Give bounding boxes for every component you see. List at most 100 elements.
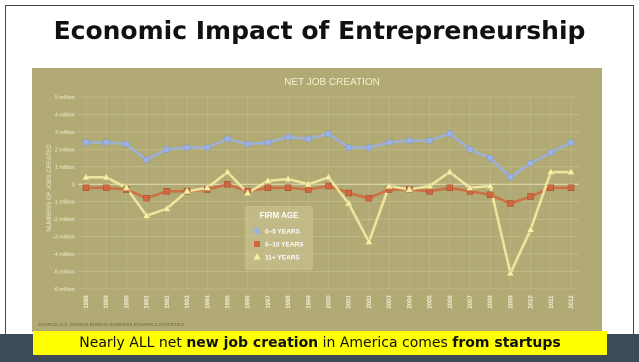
series-2-point [445,167,454,175]
series-0-point [527,159,535,167]
y-tick-label: 1 million [55,165,75,171]
series-1-point [284,184,292,192]
y-tick-label: -2 million [53,217,75,223]
x-tick-label: 2012 [569,295,575,309]
series-1-point [486,191,494,198]
series-1-point [446,184,453,192]
y-tick-label: -3 million [53,235,75,241]
y-tick-label: 5 million [55,95,75,101]
series-2-point [122,183,131,191]
chart-panel: NET JOB CREATION NUMBERS OF JOBS CREATED… [32,68,639,332]
series-2-point [223,167,232,175]
series-2-point [304,179,313,188]
x-tick-label: 2003 [387,295,393,309]
series-2-point [425,181,434,189]
series-2-point [324,172,333,181]
x-tick-label: 1995 [225,295,231,309]
series-2-point [183,186,192,195]
series-2-point [162,204,171,212]
y-tick-label: 3 million [55,130,75,136]
caption-emphasis-2: from startups [452,335,561,351]
series-0-point [486,154,494,162]
series-2-point [385,181,394,189]
x-tick-label: 2010 [529,295,535,309]
series-2-point [465,183,474,191]
series-0-point [203,144,211,152]
series-0-point [547,149,555,157]
legend-label: 11+ YEARS [265,255,300,262]
x-tick-label: 2005 [428,295,434,309]
series-1-point [224,181,231,188]
series-2-point [486,181,495,189]
x-tick-label: 2008 [488,295,494,309]
caption-text-2: in America comes [318,335,453,351]
series-0-point [244,140,252,148]
series-2-point [364,237,373,245]
x-tick-label: 1988 [84,295,90,309]
series-2-point [142,211,151,219]
y-tick-label: 2 million [55,147,75,153]
series-2-point [284,174,293,182]
x-tick-label: 1992 [165,295,171,309]
series-2-point [263,176,272,184]
x-tick-label: 2009 [508,295,514,309]
series-1-point [305,186,312,193]
x-tick-label: 2004 [407,295,413,309]
x-tick-label: 2011 [549,295,555,309]
series-0-point [466,145,474,153]
legend-title: FIRM AGE [260,211,299,220]
y-tick-label: 4 million [55,112,75,118]
series-1-point [325,182,332,190]
series-0-point [365,144,373,152]
series-0-point [143,156,151,164]
x-tick-label: 1998 [286,295,292,309]
x-tick-label: 1990 [124,295,130,309]
series-1-point [527,193,534,200]
x-tick-label: 1996 [246,295,252,309]
series-1-point [567,184,575,192]
x-tick-label: 2006 [448,295,454,309]
series-0-point [345,144,353,152]
series-2-point [526,225,535,233]
series-1-point [163,188,171,195]
series-1-point [82,184,90,192]
legend-box [245,206,313,270]
series-0-point [122,140,130,148]
series-0-point [506,173,514,181]
series-0-point [446,130,454,138]
series-2-point [203,183,212,191]
legend-label: 6–10 YEARS [265,242,304,249]
series-2-point [566,167,576,175]
series-0-point [426,137,433,145]
caption-text-1: Nearly ALL net [79,335,187,351]
series-1-point [264,184,272,192]
series-1-point [365,194,373,202]
caption-banner: Nearly ALL net new job creation in Ameri… [33,331,607,355]
caption-emphasis-1: new job creation [186,335,319,351]
x-tick-label: 1993 [185,295,191,309]
y-axis-label: NUMBERS OF JOBS CREATED [47,144,53,232]
series-0-point [405,137,413,145]
series-1-point [345,189,352,197]
x-tick-label: 1991 [145,295,151,309]
legend-label: 0–5 YEARS [265,229,301,236]
series-2-point [243,188,252,196]
x-tick-label: 2007 [468,295,474,309]
x-tick-label: 1994 [205,295,211,309]
series-0-point [163,145,171,153]
x-tick-label: 2000 [327,295,333,309]
series-1-point [426,188,433,195]
chart-background [32,68,602,332]
x-tick-label: 2002 [367,295,373,309]
series-1-point [102,184,110,192]
chart-title: NET JOB CREATION [284,77,380,88]
net-job-creation-chart: NET JOB CREATION NUMBERS OF JOBS CREATED… [32,68,602,332]
series-0-point [82,138,90,146]
series-2-point [102,172,111,181]
series-1-point [507,200,514,207]
series-0-point [224,135,231,143]
series-0-point [183,144,191,152]
x-tick-label: 1997 [266,295,272,309]
y-tick-label: -6 million [53,287,75,293]
series-0-point [264,138,272,146]
